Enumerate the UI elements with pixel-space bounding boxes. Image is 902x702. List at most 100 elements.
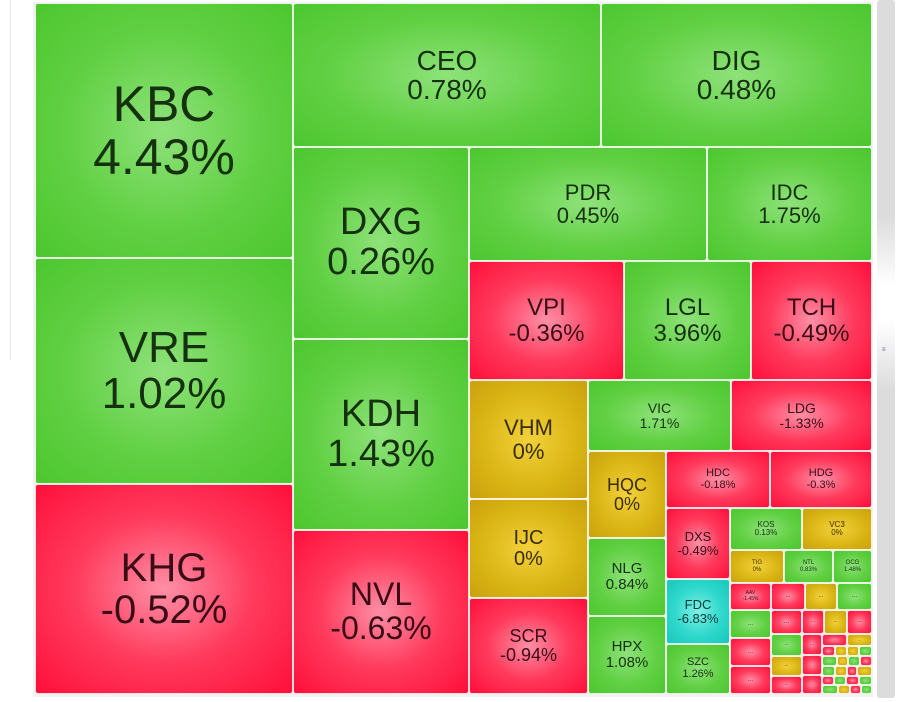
tile-symbol: ...: [783, 618, 789, 625]
treemap-tile[interactable]: LDG -1.33%: [731, 380, 872, 451]
treemap-tile[interactable]: ...: [802, 634, 822, 655]
treemap-tile[interactable]: [857, 666, 872, 676]
treemap-tile[interactable]: CEO 0.78%: [293, 3, 601, 147]
treemap-tile[interactable]: HDG -0.3%: [770, 451, 872, 508]
tile-symbol: HDG: [808, 466, 834, 479]
tile-symbol: ...: [784, 662, 789, 669]
treemap-tile[interactable]: ...: [802, 610, 824, 634]
treemap-tile[interactable]: [822, 656, 837, 666]
tile-symbol: VHM: [504, 415, 553, 441]
treemap-tile[interactable]: [846, 676, 859, 685]
treemap-tile[interactable]: KDH 1.43%: [293, 339, 469, 530]
treemap-tile[interactable]: NLG 0.84%: [588, 538, 666, 616]
treemap-tile[interactable]: KOS 0.13%: [730, 508, 802, 550]
treemap-tile[interactable]: [847, 646, 859, 656]
treemap-tile[interactable]: ...: [837, 583, 872, 610]
treemap-tile[interactable]: IDC 1.75%: [707, 147, 872, 261]
treemap-tile[interactable]: HDC -0.18%: [666, 451, 770, 508]
tile-symbol: HPX: [611, 638, 643, 656]
tile-change: 1.26%: [682, 668, 714, 680]
treemap-tile[interactable]: ...: [771, 583, 805, 610]
treemap-tile[interactable]: [838, 685, 850, 694]
tile-symbol: ...: [747, 648, 753, 655]
treemap-tile[interactable]: DXS -0.49%: [666, 508, 730, 579]
tile-symbol: ...: [785, 593, 791, 600]
tile-change: 0.78%: [407, 74, 487, 105]
treemap-tile[interactable]: KHG -0.52%: [35, 484, 293, 694]
treemap-tile[interactable]: ...: [771, 676, 802, 694]
tile-symbol: NVL: [349, 576, 413, 613]
treemap-tile[interactable]: TIG 0%: [730, 550, 784, 583]
treemap-tile[interactable]: [847, 666, 857, 676]
treemap-tile[interactable]: AAV -1.45%: [730, 583, 771, 610]
treemap-tile[interactable]: [860, 656, 872, 666]
treemap-tile[interactable]: IJC 0%: [469, 499, 588, 598]
treemap-tile[interactable]: ...: [771, 610, 802, 634]
tile-symbol: SZC: [687, 656, 709, 669]
tile-symbol: ...: [857, 618, 862, 625]
tile-symbol: LGL: [664, 294, 711, 322]
tile-change: 1.02%: [101, 369, 227, 418]
treemap-tile[interactable]: [848, 656, 860, 666]
tile-symbol: NTL: [802, 560, 815, 567]
tile-symbol: ...: [784, 681, 789, 688]
treemap-tile[interactable]: [835, 646, 847, 656]
scrollbar-thumb[interactable]: [877, 216, 895, 390]
tile-symbol: DIG: [711, 44, 762, 76]
tile-symbol: VC3: [829, 519, 845, 529]
treemap-tile[interactable]: VHM 0%: [469, 380, 588, 499]
treemap-tile[interactable]: [859, 676, 872, 685]
treemap-tile[interactable]: TCH -0.49%: [751, 261, 872, 380]
tile-symbol: IDC: [770, 179, 809, 205]
treemap-tile[interactable]: NVL -0.63%: [293, 530, 469, 694]
tile-symbol: ...: [857, 636, 862, 642]
tile-change: 0.45%: [556, 203, 620, 228]
treemap-tile[interactable]: OCG 1.48%: [833, 550, 872, 583]
tile-symbol: KOS: [757, 519, 775, 529]
tile-symbol: ...: [810, 681, 814, 687]
vertical-scrollbar[interactable]: ≡: [877, 0, 895, 698]
treemap-tile[interactable]: [822, 666, 835, 676]
treemap-tile[interactable]: ...: [730, 666, 771, 694]
treemap-tile[interactable]: [822, 646, 835, 656]
treemap-tile[interactable]: ...: [847, 634, 872, 646]
treemap-tile[interactable]: ...: [802, 655, 822, 675]
treemap-tile[interactable]: [837, 656, 848, 666]
treemap-tile[interactable]: ...: [771, 634, 802, 656]
treemap-tile[interactable]: NTL 0.83%: [784, 550, 833, 583]
treemap-tile[interactable]: SCR -0.94%: [469, 598, 588, 694]
treemap-tile[interactable]: VPI -0.36%: [469, 261, 624, 380]
treemap-tile[interactable]: [850, 685, 861, 694]
treemap-tile[interactable]: ...: [805, 583, 837, 610]
tile-symbol: ...: [832, 636, 837, 642]
treemap-tile[interactable]: HPX 1.08%: [588, 616, 666, 694]
treemap-tile[interactable]: LGL 3.96%: [624, 261, 751, 380]
treemap-tile[interactable]: DXG 0.26%: [293, 147, 469, 339]
treemap-tile[interactable]: ...: [730, 610, 771, 638]
treemap-tile[interactable]: VC3 0%: [802, 508, 872, 550]
treemap-tile[interactable]: ...: [802, 675, 822, 694]
tile-change: 0.48%: [696, 74, 777, 105]
treemap-tile[interactable]: KBC 4.43%: [35, 3, 293, 258]
treemap-tile[interactable]: ...: [824, 610, 847, 634]
treemap-tile[interactable]: DIG 0.48%: [601, 3, 872, 147]
treemap-tile[interactable]: VIC 1.71%: [588, 380, 731, 451]
treemap-tile[interactable]: [861, 685, 872, 694]
tile-symbol: LDG: [787, 399, 816, 416]
tile-change: -0.36%: [508, 319, 585, 347]
treemap-tile[interactable]: [834, 676, 846, 685]
tile-symbol: OCG: [845, 560, 860, 567]
treemap-tile[interactable]: ...: [822, 634, 847, 646]
treemap-tile[interactable]: HQC 0%: [588, 451, 666, 538]
treemap-tile[interactable]: FDC -6.83%: [666, 579, 730, 644]
treemap-tile[interactable]: [859, 646, 872, 656]
treemap-tile[interactable]: SZC 1.26%: [666, 644, 730, 694]
treemap-tile[interactable]: ...: [771, 656, 802, 676]
treemap-tile[interactable]: [822, 685, 838, 694]
treemap-tile[interactable]: ...: [730, 638, 771, 666]
treemap-tile[interactable]: ...: [847, 610, 872, 634]
treemap-tile[interactable]: VRE 1.02%: [35, 258, 293, 484]
treemap-tile[interactable]: PDR 0.45%: [469, 147, 707, 261]
treemap-tile[interactable]: [822, 676, 834, 685]
treemap-tile[interactable]: [835, 666, 847, 676]
